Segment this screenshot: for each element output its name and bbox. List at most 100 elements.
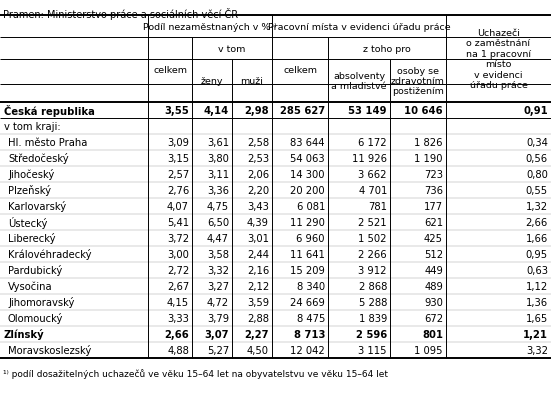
Text: 2,66: 2,66 <box>526 217 548 228</box>
Text: Olomoucký: Olomoucký <box>8 313 63 324</box>
Text: 0,34: 0,34 <box>526 138 548 148</box>
Text: celkem: celkem <box>153 66 187 75</box>
Text: 4,75: 4,75 <box>207 202 229 211</box>
Text: 3,00: 3,00 <box>167 249 189 259</box>
Text: muži: muži <box>241 77 263 86</box>
Text: 11 926: 11 926 <box>352 153 387 164</box>
Text: 4,50: 4,50 <box>247 345 269 355</box>
Text: 2,88: 2,88 <box>247 313 269 323</box>
Text: 4 701: 4 701 <box>359 185 387 196</box>
Text: 24 669: 24 669 <box>290 297 325 307</box>
Text: 3,72: 3,72 <box>167 233 189 243</box>
Text: 449: 449 <box>424 265 443 275</box>
Text: 0,55: 0,55 <box>526 185 548 196</box>
Text: 2,44: 2,44 <box>247 249 269 259</box>
Text: Karlovarský: Karlovarský <box>8 201 66 212</box>
Text: 1 826: 1 826 <box>414 138 443 148</box>
Text: 3 912: 3 912 <box>359 265 387 275</box>
Text: 20 200: 20 200 <box>290 185 325 196</box>
Text: 4,39: 4,39 <box>247 217 269 228</box>
Text: 3,27: 3,27 <box>207 281 229 291</box>
Text: 425: 425 <box>424 233 443 243</box>
Text: Pardubický: Pardubický <box>8 265 62 276</box>
Text: 2,58: 2,58 <box>247 138 269 148</box>
Text: Podíl nezaměstnaných v %¹⁾: Podíl nezaměstnaných v %¹⁾ <box>143 22 277 32</box>
Text: 2,12: 2,12 <box>247 281 269 291</box>
Text: 512: 512 <box>424 249 443 259</box>
Text: Středočeský: Středočeský <box>8 153 69 164</box>
Text: 2,53: 2,53 <box>247 153 269 164</box>
Text: 11 641: 11 641 <box>290 249 325 259</box>
Text: 4,14: 4,14 <box>204 106 229 116</box>
Text: 10 646: 10 646 <box>404 106 443 116</box>
Text: 1 190: 1 190 <box>414 153 443 164</box>
Text: 672: 672 <box>424 313 443 323</box>
Text: 3,15: 3,15 <box>167 153 189 164</box>
Text: 781: 781 <box>368 202 387 211</box>
Text: Pramen: Ministerstvo práce a sociálních věcí ČR: Pramen: Ministerstvo práce a sociálních … <box>3 8 238 20</box>
Text: 3,01: 3,01 <box>247 233 269 243</box>
Text: ženy: ženy <box>201 77 223 86</box>
Text: v tom: v tom <box>218 45 246 53</box>
Text: Ústecký: Ústecký <box>8 216 47 228</box>
Text: 1 502: 1 502 <box>359 233 387 243</box>
Text: 3,59: 3,59 <box>247 297 269 307</box>
Text: Vysočina: Vysočina <box>8 281 53 292</box>
Text: 930: 930 <box>424 297 443 307</box>
Text: 801: 801 <box>422 329 443 339</box>
Text: Liberecký: Liberecký <box>8 233 56 244</box>
Text: 1,21: 1,21 <box>523 329 548 339</box>
Text: 0,95: 0,95 <box>526 249 548 259</box>
Text: 6,50: 6,50 <box>207 217 229 228</box>
Text: 3,43: 3,43 <box>247 202 269 211</box>
Text: 3,32: 3,32 <box>207 265 229 275</box>
Text: 4,47: 4,47 <box>207 233 229 243</box>
Text: 8 340: 8 340 <box>297 281 325 291</box>
Text: 2,57: 2,57 <box>167 170 189 179</box>
Text: celkem: celkem <box>283 66 317 75</box>
Text: 6 081: 6 081 <box>296 202 325 211</box>
Text: 2,16: 2,16 <box>247 265 269 275</box>
Text: Hl. město Praha: Hl. město Praha <box>8 138 88 148</box>
Text: 2,76: 2,76 <box>167 185 189 196</box>
Text: 6 960: 6 960 <box>296 233 325 243</box>
Text: 489: 489 <box>424 281 443 291</box>
Text: ¹⁾ podíl dosažitelných uchazečů ve věku 15–64 let na obyvatelstvu ve věku 15–64 : ¹⁾ podíl dosažitelných uchazečů ve věku … <box>3 368 388 378</box>
Text: Jihomoravský: Jihomoravský <box>8 297 74 308</box>
Text: 14 300: 14 300 <box>290 170 325 179</box>
Text: 53 149: 53 149 <box>348 106 387 116</box>
Text: 5 288: 5 288 <box>359 297 387 307</box>
Text: 2 521: 2 521 <box>358 217 387 228</box>
Text: 8 713: 8 713 <box>294 329 325 339</box>
Text: z toho pro: z toho pro <box>363 45 411 53</box>
Text: 3,36: 3,36 <box>207 185 229 196</box>
Text: 723: 723 <box>424 170 443 179</box>
Text: 2 596: 2 596 <box>356 329 387 339</box>
Text: 1,12: 1,12 <box>526 281 548 291</box>
Text: 83 644: 83 644 <box>290 138 325 148</box>
Text: absolventy
a mladistvé: absolventy a mladistvé <box>331 72 387 91</box>
Text: 2 868: 2 868 <box>359 281 387 291</box>
Text: 3,58: 3,58 <box>207 249 229 259</box>
Text: v tom kraji:: v tom kraji: <box>4 122 61 132</box>
Text: Královéhradecký: Královéhradecký <box>8 249 91 260</box>
Text: 621: 621 <box>424 217 443 228</box>
Text: 3,11: 3,11 <box>207 170 229 179</box>
Text: 12 042: 12 042 <box>290 345 325 355</box>
Text: 11 290: 11 290 <box>290 217 325 228</box>
Text: 1,32: 1,32 <box>526 202 548 211</box>
Text: 2,72: 2,72 <box>167 265 189 275</box>
Text: 3,09: 3,09 <box>167 138 189 148</box>
Text: 1,66: 1,66 <box>526 233 548 243</box>
Text: Uchazeči
o zaměstnání
na 1 pracovní
místo
v evidenci
úřadu práce: Uchazeči o zaměstnání na 1 pracovní míst… <box>466 29 531 90</box>
Text: 2,66: 2,66 <box>164 329 189 339</box>
Text: 54 063: 54 063 <box>290 153 325 164</box>
Text: 4,72: 4,72 <box>207 297 229 307</box>
Text: 0,91: 0,91 <box>523 106 548 116</box>
Text: 1,65: 1,65 <box>526 313 548 323</box>
Text: 736: 736 <box>424 185 443 196</box>
Text: 5,27: 5,27 <box>207 345 229 355</box>
Text: 3,33: 3,33 <box>167 313 189 323</box>
Text: 4,07: 4,07 <box>167 202 189 211</box>
Text: Pracovní místa v evidenci úřadu práce: Pracovní místa v evidenci úřadu práce <box>268 22 450 32</box>
